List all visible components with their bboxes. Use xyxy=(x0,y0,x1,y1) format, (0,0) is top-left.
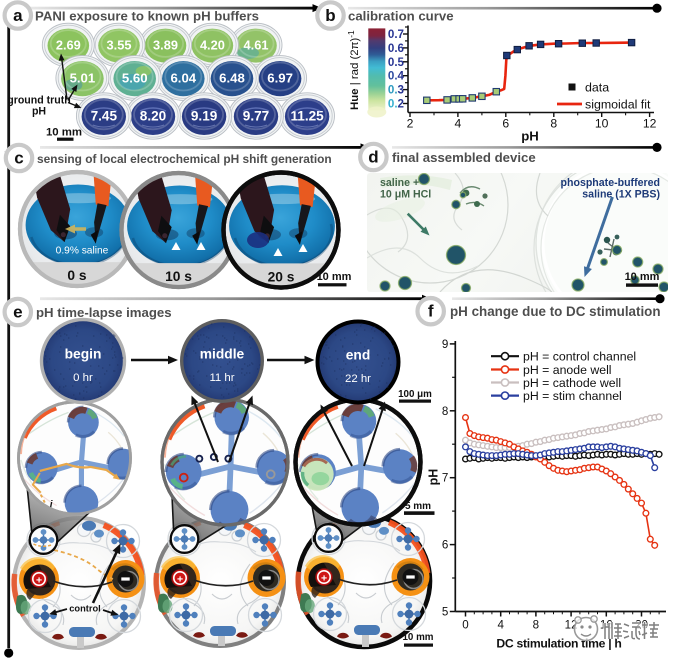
svg-text:0.9% saline: 0.9% saline xyxy=(56,246,109,257)
svg-text:100 μm: 100 μm xyxy=(398,389,432,400)
svg-text:pH = cathode well: pH = cathode well xyxy=(523,376,621,390)
svg-text:11.25: 11.25 xyxy=(290,109,324,124)
svg-text:9: 9 xyxy=(442,338,448,351)
svg-text:0.7: 0.7 xyxy=(388,28,404,41)
svg-text:20 s: 20 s xyxy=(268,269,295,284)
svg-text:end: end xyxy=(346,348,371,363)
svg-text:4.20: 4.20 xyxy=(200,38,225,53)
svg-text:2.69: 2.69 xyxy=(56,38,81,53)
svg-text:6: 6 xyxy=(502,117,509,131)
svg-text:i: i xyxy=(50,500,53,511)
svg-text:2: 2 xyxy=(407,117,414,131)
svg-text:10 mm: 10 mm xyxy=(402,632,433,643)
svg-text:11 hr: 11 hr xyxy=(209,372,234,384)
svg-text:0: 0 xyxy=(462,619,468,632)
svg-text:calibration curve: calibration curve xyxy=(348,8,454,23)
svg-text:6.48: 6.48 xyxy=(219,71,245,86)
svg-text:3.55: 3.55 xyxy=(107,38,132,53)
svg-text:pH: pH xyxy=(32,106,46,118)
svg-text:ground truth: ground truth xyxy=(7,95,71,107)
svg-text:8: 8 xyxy=(533,619,539,632)
svg-text:data: data xyxy=(585,81,609,95)
svg-text:b: b xyxy=(325,6,335,25)
svg-text:0 hr: 0 hr xyxy=(73,372,93,384)
svg-text:9.19: 9.19 xyxy=(191,109,218,124)
svg-text:pH change due to DC stimulatio: pH change due to DC stimulation xyxy=(450,304,661,319)
svg-text:4.61: 4.61 xyxy=(244,38,269,53)
svg-text:10 mm: 10 mm xyxy=(46,127,82,139)
svg-text:10: 10 xyxy=(595,117,609,131)
svg-text:saline +: saline + xyxy=(380,177,419,189)
svg-text:10 s: 10 s xyxy=(165,269,192,284)
svg-text:5.01: 5.01 xyxy=(70,71,96,86)
svg-text:pH = stim channel: pH = stim channel xyxy=(523,389,622,403)
svg-text:0.4: 0.4 xyxy=(388,70,405,83)
svg-text:7: 7 xyxy=(442,472,448,485)
svg-text:pH time-lapse images: pH time-lapse images xyxy=(36,305,172,320)
svg-text:22 hr: 22 hr xyxy=(345,373,371,385)
svg-text:control: control xyxy=(69,604,101,614)
svg-text:0.2: 0.2 xyxy=(388,98,404,111)
svg-text:10 mm: 10 mm xyxy=(317,271,352,283)
svg-text:+: + xyxy=(177,574,183,586)
svg-text:6: 6 xyxy=(442,539,448,552)
svg-text:5: 5 xyxy=(442,606,448,619)
svg-text:9.77: 9.77 xyxy=(243,109,269,124)
svg-text:phosphate-buffered: phosphate-buffered xyxy=(561,177,660,189)
svg-text:4: 4 xyxy=(497,619,504,632)
svg-text:6.04: 6.04 xyxy=(170,71,196,86)
svg-text:f: f xyxy=(428,302,434,321)
svg-text:6.97: 6.97 xyxy=(267,71,293,86)
svg-text:DC stimulation time | h: DC stimulation time | h xyxy=(496,637,621,651)
svg-text:0 s: 0 s xyxy=(67,268,87,283)
svg-text:PANI exposure to known pH buff: PANI exposure to known pH buffers xyxy=(35,8,259,23)
svg-text:begin: begin xyxy=(65,347,102,362)
svg-text:10 μM HCl: 10 μM HCl xyxy=(380,189,431,201)
svg-text:saline (1X PBS): saline (1X PBS) xyxy=(582,189,660,201)
svg-text:12: 12 xyxy=(643,117,657,131)
svg-text:sensing of local electrochemic: sensing of local electrochemical pH shif… xyxy=(37,152,332,166)
svg-text:8.20: 8.20 xyxy=(140,109,166,124)
svg-text:0.5: 0.5 xyxy=(388,56,405,69)
svg-text:Hue | rad (2π)-1: Hue | rad (2π)-1 xyxy=(346,30,361,110)
svg-text:5.60: 5.60 xyxy=(122,71,148,86)
svg-text:10 mm: 10 mm xyxy=(625,271,660,283)
svg-text:d: d xyxy=(368,148,378,167)
svg-text:+: + xyxy=(321,573,327,585)
svg-text:final assembled device: final assembled device xyxy=(392,150,536,165)
svg-text:0.3: 0.3 xyxy=(388,84,405,97)
svg-text:+: + xyxy=(36,575,42,587)
svg-text:middle: middle xyxy=(200,347,245,362)
svg-text:5 mm: 5 mm xyxy=(405,501,431,512)
svg-text:8: 8 xyxy=(442,405,448,418)
svg-text:c: c xyxy=(14,149,23,168)
svg-text:pH = control channel: pH = control channel xyxy=(523,350,636,364)
svg-text:pH: pH xyxy=(427,469,441,486)
svg-text:0.6: 0.6 xyxy=(388,42,405,55)
svg-text:pH = anode well: pH = anode well xyxy=(523,363,612,377)
svg-text:3.89: 3.89 xyxy=(153,38,178,53)
svg-text:pH: pH xyxy=(521,129,539,144)
svg-text:a: a xyxy=(13,6,23,25)
svg-text:e: e xyxy=(13,303,22,322)
svg-text:4: 4 xyxy=(455,117,462,131)
svg-text:sigmoidal fit: sigmoidal fit xyxy=(585,98,651,112)
svg-text:8: 8 xyxy=(550,117,557,131)
svg-text:7.45: 7.45 xyxy=(91,109,118,124)
